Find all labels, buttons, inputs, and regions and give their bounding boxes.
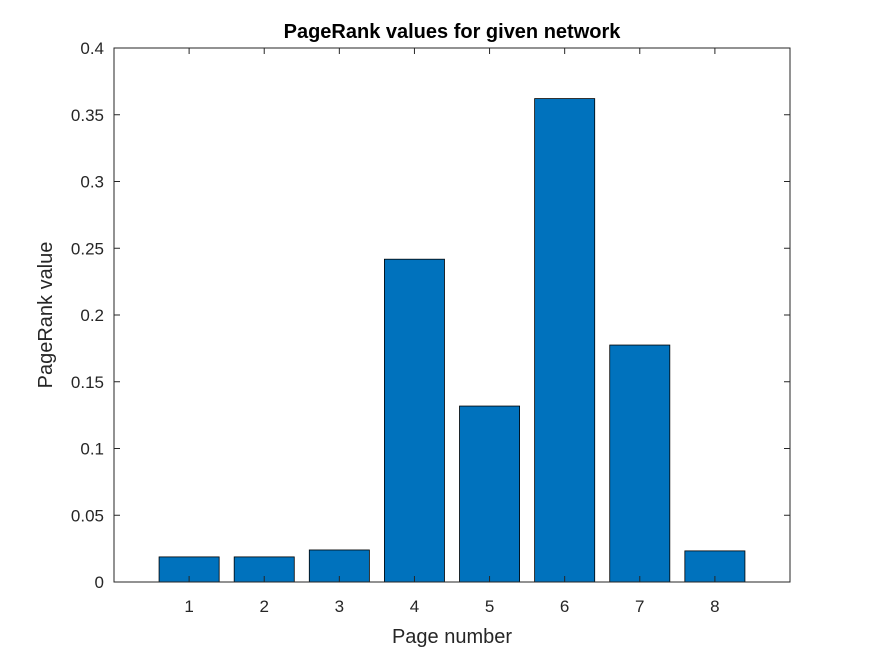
y-axis-ticks: 0 0.05 0.1 0.15 0.2 0.25 0.3 0.35 0.4 — [71, 39, 790, 592]
x-tick-label: 1 — [184, 597, 193, 616]
y-tick-label: 0.3 — [80, 173, 104, 192]
bar-page-7 — [609, 344, 671, 583]
bar-page-5 — [459, 405, 521, 583]
x-tick-label: 5 — [485, 597, 494, 616]
y-tick-label: 0.1 — [80, 440, 104, 459]
bar-page-6 — [534, 98, 596, 583]
bar-page-4 — [383, 258, 445, 583]
chart-title: PageRank values for given network — [284, 21, 622, 43]
y-tick-label: 0.25 — [71, 239, 104, 258]
y-tick-label: 0.05 — [71, 506, 104, 525]
plot-area — [114, 48, 790, 582]
x-tick-label: 7 — [635, 597, 644, 616]
y-tick-label: 0.15 — [71, 373, 104, 392]
y-tick-label: 0.2 — [80, 306, 104, 325]
bars-group — [158, 98, 746, 583]
x-tick-label: 2 — [259, 597, 268, 616]
y-tick-label: 0.4 — [80, 39, 104, 58]
y-tick-label: 0.35 — [71, 106, 104, 125]
y-tick-label: 0 — [95, 573, 104, 592]
x-tick-label: 8 — [710, 597, 719, 616]
axes-box — [113, 47, 791, 583]
y-axis-label: PageRank value — [35, 242, 57, 389]
x-tick-label: 4 — [410, 597, 419, 616]
x-axis-label: Page number — [392, 626, 512, 648]
x-tick-label: 3 — [335, 597, 344, 616]
x-tick-label: 6 — [560, 597, 569, 616]
x-axis-ticks: 1 2 3 4 5 6 7 8 — [184, 48, 720, 616]
